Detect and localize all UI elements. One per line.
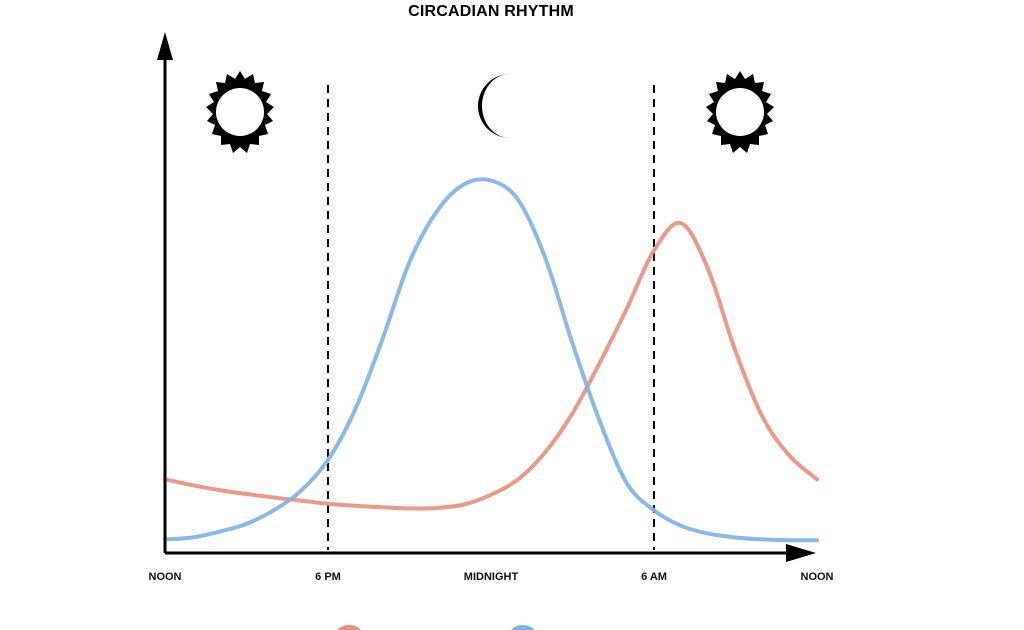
y-axis-arrow <box>157 32 173 60</box>
x-tick-labels: NOON 6 PM MIDNIGHT 6 AM NOON <box>149 571 834 583</box>
x-tick-label: MIDNIGHT <box>464 571 519 583</box>
moon-icon <box>478 74 510 138</box>
x-axis-arrow <box>786 544 816 562</box>
series-line-2 <box>163 177 819 543</box>
sun-icon <box>206 71 274 153</box>
series-line-1 <box>163 220 819 511</box>
x-tick-label: 6 PM <box>315 571 341 583</box>
chart-title: CIRCADIAN RHYTHM <box>408 3 574 20</box>
x-tick-label: NOON <box>149 571 182 583</box>
x-tick-label: NOON <box>801 571 834 583</box>
legend-swatch-series-2 <box>511 625 535 630</box>
x-tick-label: 6 AM <box>641 571 667 583</box>
sun-icon <box>706 71 774 153</box>
legend-swatch-series-1 <box>337 625 361 630</box>
series-layer <box>163 177 819 543</box>
period-dividers <box>327 85 655 550</box>
